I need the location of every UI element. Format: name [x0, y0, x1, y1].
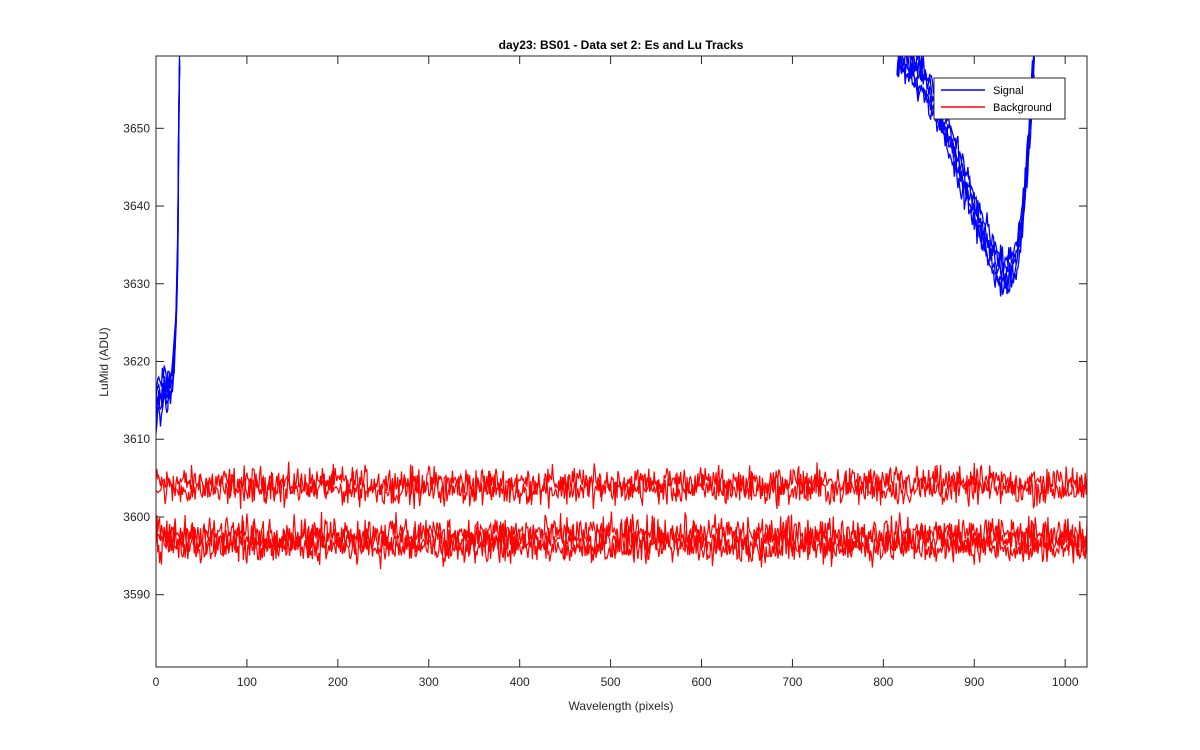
signal-series-line	[896, 56, 1035, 289]
y-tick-label: 3650	[123, 121, 150, 135]
legend: Signal Background	[933, 77, 1066, 120]
legend-signal-label: Signal	[993, 85, 1024, 97]
y-tick-label: 3610	[123, 432, 150, 446]
x-axis-label: Wavelength (pixels)	[569, 699, 674, 713]
background-series-line	[156, 461, 1087, 504]
legend-box	[933, 77, 1066, 120]
x-tick-label: 400	[510, 675, 530, 689]
y-tick-label: 3590	[123, 588, 150, 602]
plot-area: 0 100 200 300 400 500 600 700 800 900 1000 3590 360…	[123, 55, 1088, 689]
data-layer	[156, 56, 1087, 570]
x-tick-label: 800	[873, 675, 893, 689]
y-axis-label: LuMid (ADU)	[97, 327, 111, 396]
x-tick-label: 100	[237, 675, 257, 689]
x-tick-label: 0	[153, 675, 160, 689]
chart-title: day23: BS01 - Data set 2: Es and Lu Trac…	[499, 38, 744, 52]
x-tick-label: 300	[419, 675, 439, 689]
background-series-line	[156, 470, 1087, 510]
y-tick-label: 3620	[123, 355, 150, 369]
x-axis: 0 100 200 300 400 500 600 700 800 900 1000	[153, 56, 1079, 689]
background-series-line	[156, 526, 1087, 570]
background-series-line	[156, 518, 1087, 562]
y-tick-label: 3630	[123, 277, 150, 291]
x-tick-label: 600	[691, 675, 711, 689]
y-tick-label: 3640	[123, 199, 150, 213]
x-tick-label: 200	[328, 675, 348, 689]
signal-series-line	[156, 56, 181, 401]
x-tick-label: 900	[964, 675, 984, 689]
x-tick-label: 1000	[1052, 675, 1079, 689]
signal-series-line	[897, 56, 1035, 273]
y-tick-label: 3600	[123, 510, 150, 524]
x-tick-label: 500	[601, 675, 621, 689]
x-tick-label: 700	[782, 675, 802, 689]
plot-background	[156, 56, 1087, 667]
legend-background-label: Background	[993, 102, 1052, 114]
y-axis: 3590 3600 3610 3620 3630 3640 3650	[123, 121, 1087, 602]
